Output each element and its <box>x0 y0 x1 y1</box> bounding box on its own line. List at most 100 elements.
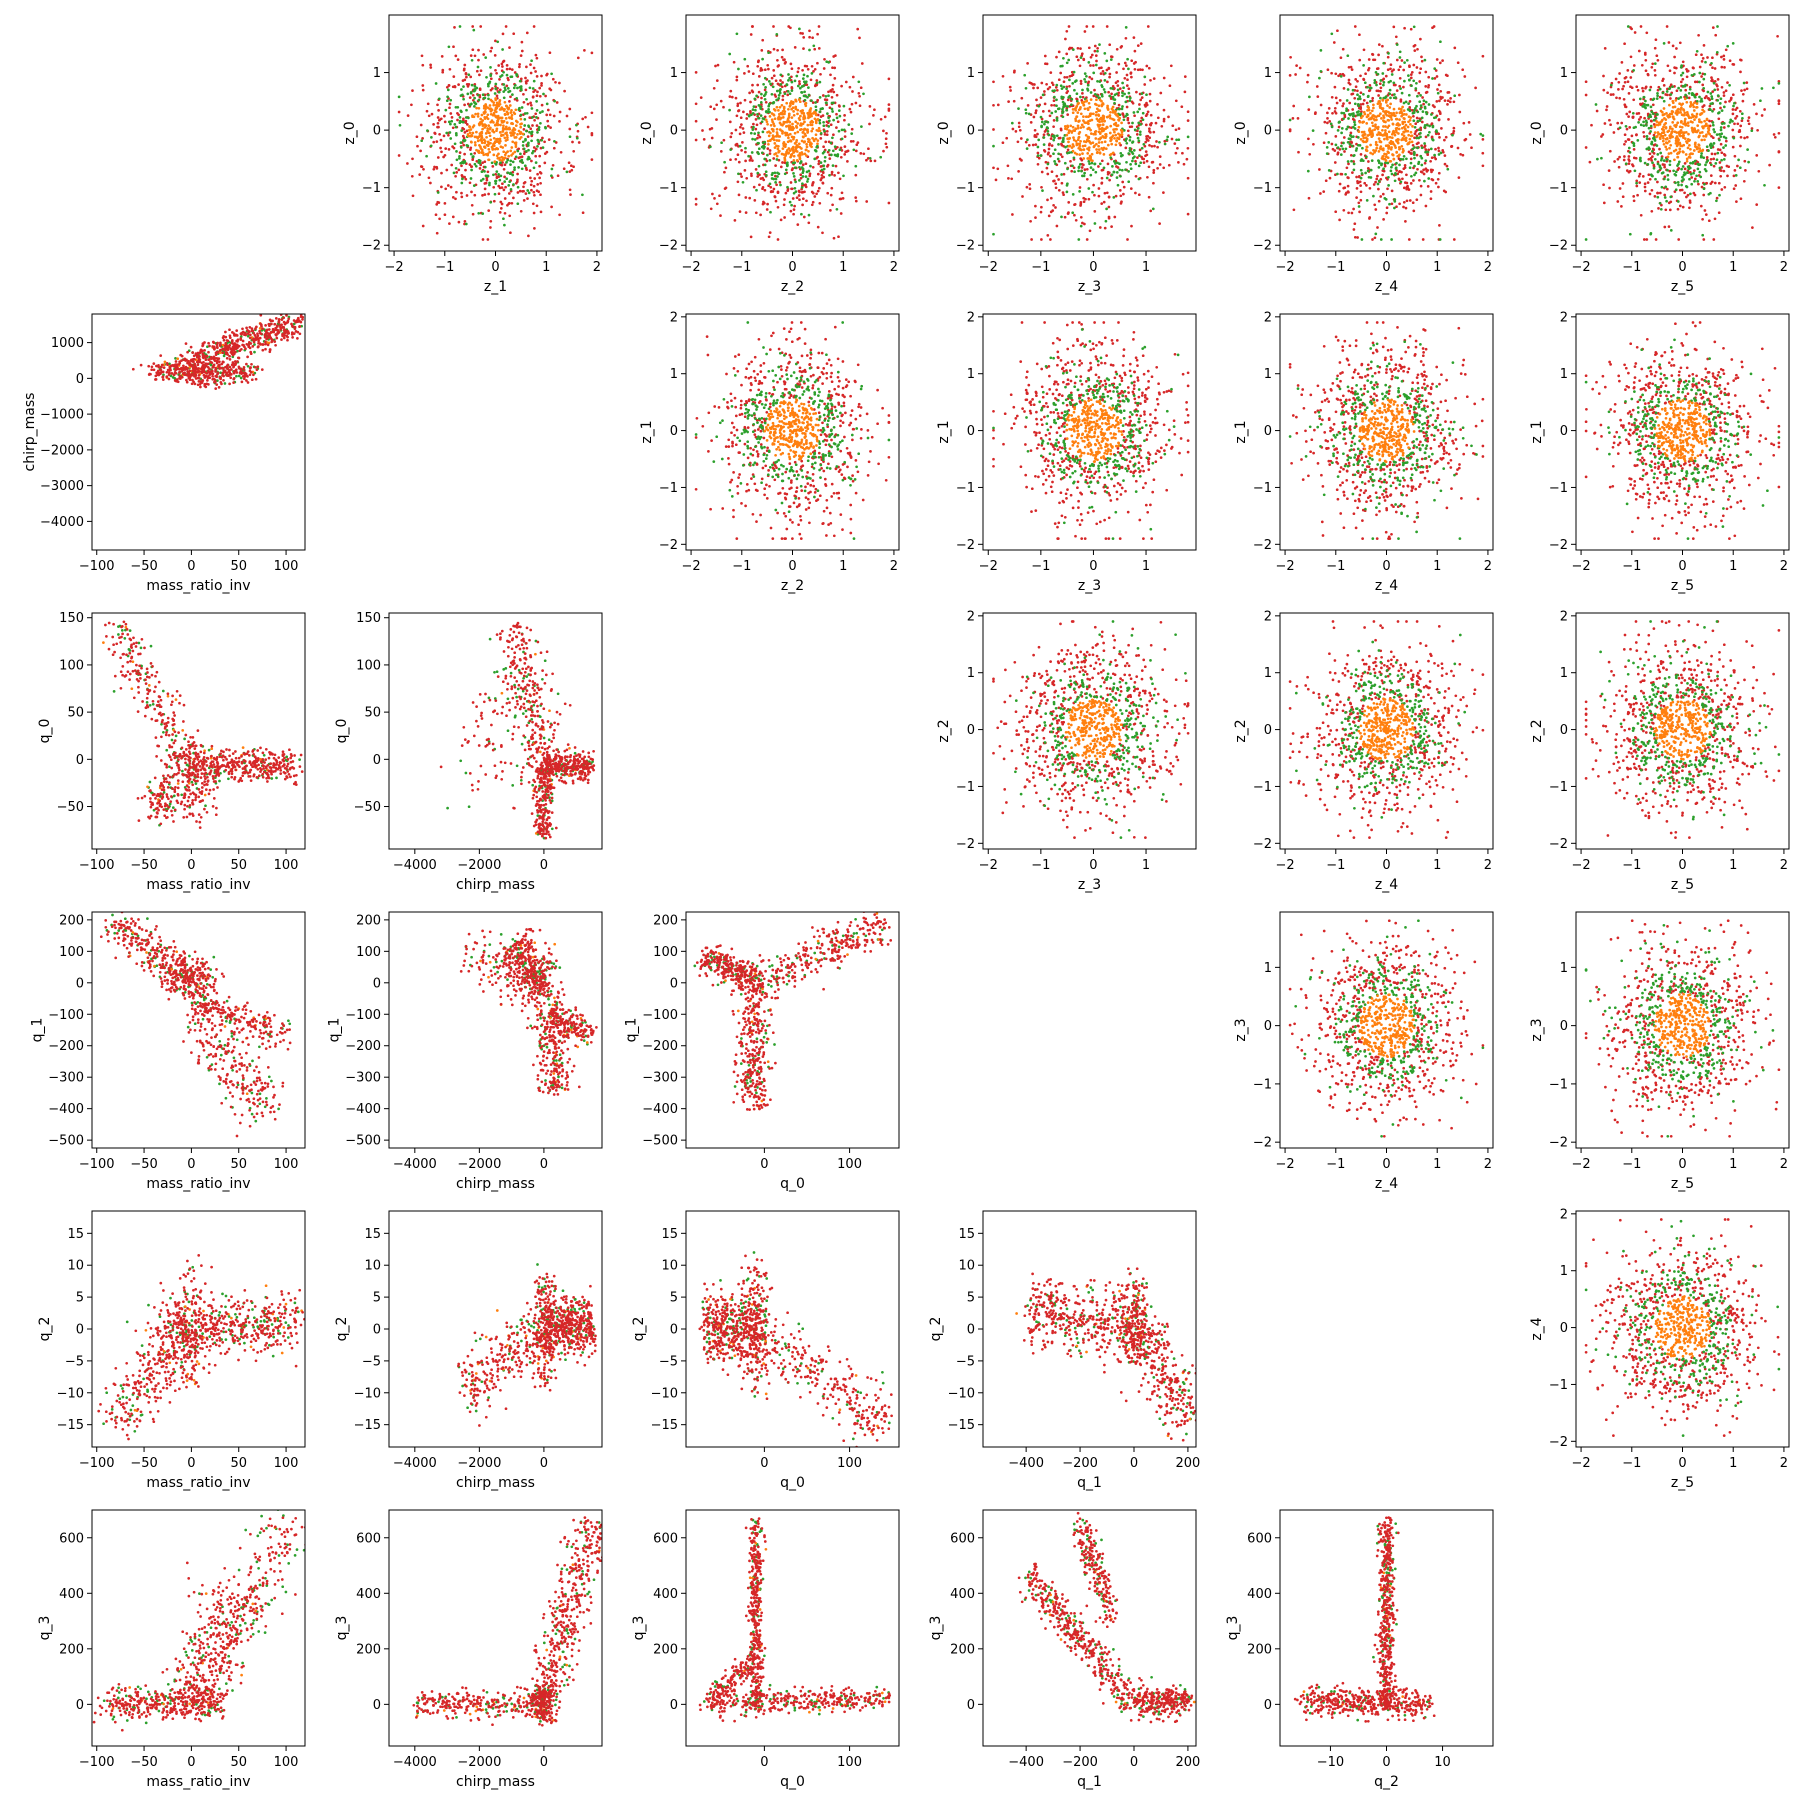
data-point <box>820 168 824 172</box>
data-point <box>477 98 481 102</box>
data-point <box>463 139 466 143</box>
data-point <box>834 164 838 168</box>
data-point <box>787 136 790 140</box>
data-point <box>1393 93 1396 96</box>
data-point <box>802 80 806 84</box>
data-point <box>1404 100 1408 104</box>
data-point <box>739 116 743 120</box>
data-point <box>830 153 833 157</box>
data-point <box>1376 89 1380 93</box>
data-point <box>773 117 777 121</box>
data-point <box>1112 160 1116 163</box>
x-tick-label: −2 <box>1275 260 1294 275</box>
data-point <box>1393 200 1397 203</box>
data-point <box>1377 150 1381 153</box>
data-point <box>478 161 482 165</box>
data-point <box>502 188 506 192</box>
data-point <box>1144 114 1148 118</box>
data-point <box>1338 99 1342 102</box>
data-point <box>754 168 758 171</box>
data-point <box>1437 149 1441 153</box>
data-point <box>803 120 806 124</box>
data-point <box>1697 33 1700 37</box>
data-point <box>509 231 512 235</box>
data-point <box>829 89 833 92</box>
data-point <box>538 164 541 168</box>
data-point <box>846 149 850 153</box>
data-point <box>831 149 835 153</box>
data-point <box>1387 119 1391 122</box>
data-point <box>884 137 888 141</box>
data-point <box>1443 138 1446 142</box>
data-point <box>829 123 833 127</box>
data-point <box>1075 92 1079 96</box>
data-point <box>885 145 889 149</box>
data-point <box>1055 119 1059 122</box>
data-point <box>801 167 805 171</box>
data-point <box>1111 117 1114 121</box>
data-point <box>740 175 743 178</box>
data-point <box>785 125 788 128</box>
data-point <box>776 135 780 138</box>
data-point <box>1104 219 1108 223</box>
data-point <box>482 153 486 157</box>
data-point <box>822 124 826 128</box>
data-point <box>1425 123 1429 127</box>
data-point <box>1066 98 1070 102</box>
data-point <box>1049 137 1053 140</box>
data-point <box>536 172 539 176</box>
data-point <box>1746 119 1750 123</box>
data-point <box>793 46 797 49</box>
data-point <box>1103 119 1106 123</box>
data-point <box>1105 176 1109 180</box>
data-point <box>538 111 542 114</box>
data-point <box>1110 173 1114 177</box>
data-point <box>1621 182 1625 185</box>
data-point <box>1108 43 1112 47</box>
data-point <box>737 193 741 197</box>
data-point <box>1720 85 1724 89</box>
data-point <box>1374 180 1377 184</box>
data-point <box>992 166 995 170</box>
data-point <box>478 122 482 125</box>
data-point <box>1171 124 1175 128</box>
data-point <box>513 83 517 87</box>
data-point <box>1645 31 1649 35</box>
data-point <box>1125 73 1129 77</box>
data-point <box>487 97 490 101</box>
data-point <box>1654 38 1658 42</box>
data-point <box>1366 167 1370 170</box>
data-point <box>512 111 516 114</box>
data-point <box>788 105 792 108</box>
data-point <box>776 238 780 241</box>
data-point <box>489 77 493 81</box>
data-point <box>1175 138 1178 142</box>
data-point <box>1078 186 1082 189</box>
data-point <box>421 63 425 67</box>
data-point <box>729 135 733 139</box>
data-point <box>528 130 531 134</box>
data-point <box>471 93 475 97</box>
data-point <box>1443 99 1447 102</box>
data-point <box>496 156 500 160</box>
data-point <box>1076 58 1080 62</box>
data-point <box>1632 195 1636 198</box>
data-point <box>1402 205 1405 209</box>
data-point <box>1017 107 1020 110</box>
data-point <box>1103 191 1107 195</box>
data-point <box>1663 175 1667 179</box>
data-point <box>1739 58 1743 62</box>
data-point <box>1437 83 1441 87</box>
data-point <box>785 101 789 105</box>
data-point <box>1387 184 1390 187</box>
data-point <box>1667 41 1671 44</box>
data-point <box>1316 95 1320 98</box>
data-point <box>1081 221 1084 225</box>
data-point <box>1395 111 1398 115</box>
data-point <box>1643 189 1647 193</box>
data-point <box>1040 238 1043 241</box>
data-point <box>1744 169 1747 172</box>
data-point <box>1326 68 1330 72</box>
data-point <box>769 131 772 135</box>
data-point <box>507 116 511 119</box>
